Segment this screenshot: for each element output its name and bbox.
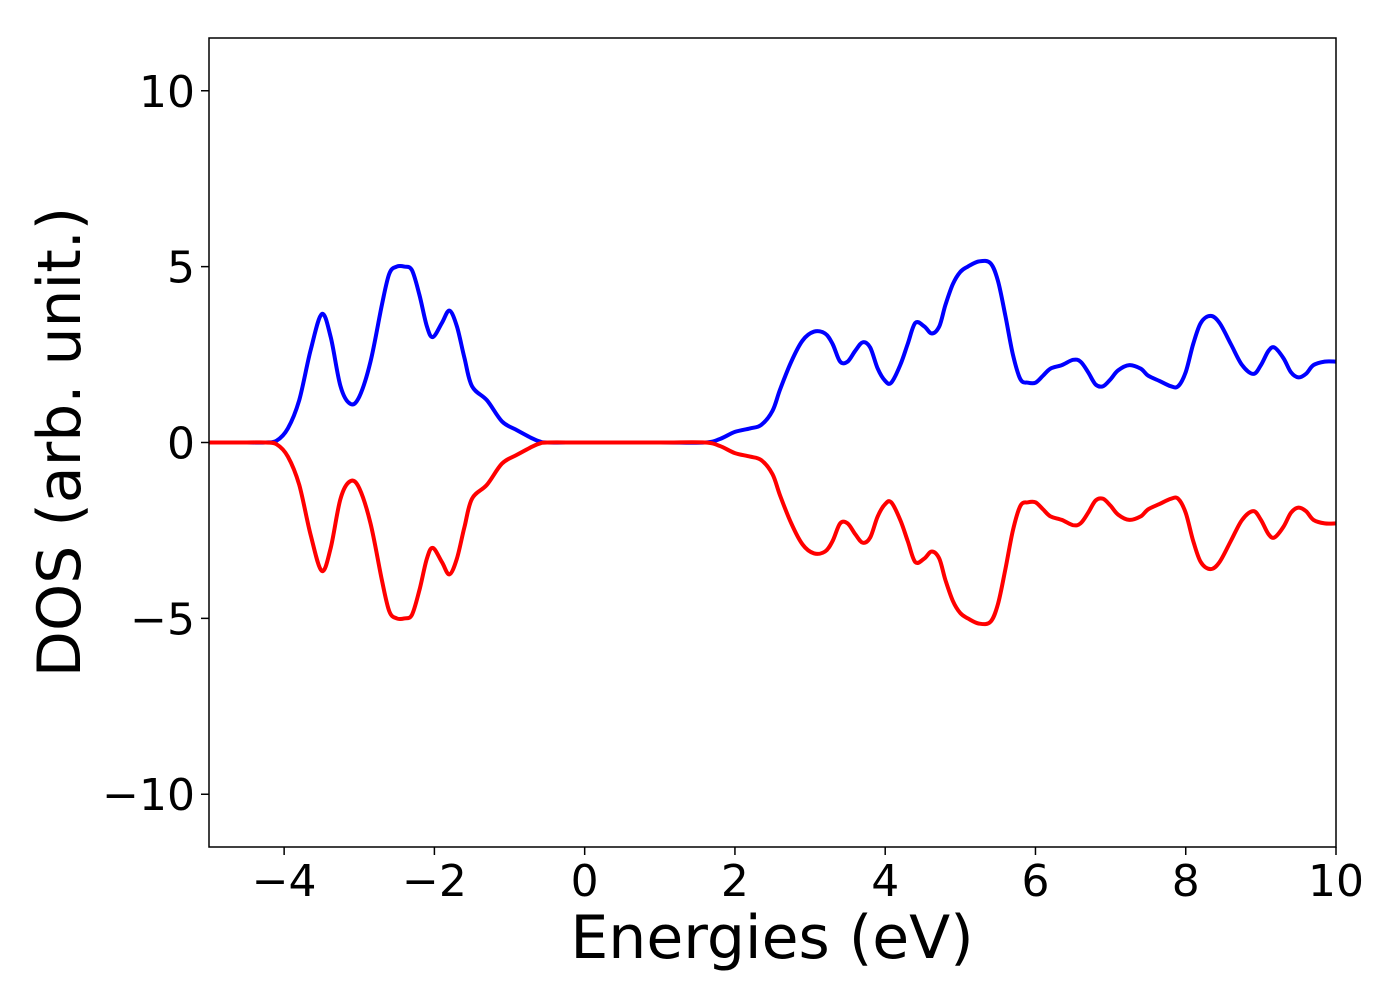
x-tick-label: 0 <box>571 856 599 907</box>
x-tick-label: −4 <box>252 856 317 907</box>
y-axis-title: DOS (arb. unit.) <box>25 207 95 677</box>
dos-series-line-down <box>209 440 1336 627</box>
plot-frame <box>208 37 1337 848</box>
y-tick-label: 10 <box>139 67 195 118</box>
x-tick-label: −2 <box>402 856 467 907</box>
y-tick-label: −10 <box>102 770 195 821</box>
x-tick-label: 8 <box>1172 856 1200 907</box>
series-layer <box>209 258 1336 627</box>
x-tick-label: 4 <box>871 856 899 907</box>
x-tick-label: 10 <box>1308 856 1364 907</box>
y-tick-label: 0 <box>167 419 195 470</box>
x-tick-label: 6 <box>1021 856 1049 907</box>
x-axis-ticks: −4 −2 0 2 4 6 8 10 <box>252 847 1364 907</box>
y-tick-label: −5 <box>130 594 195 645</box>
x-axis-title: Energies (eV) <box>570 903 973 973</box>
dos-series-line-up <box>209 258 1336 445</box>
y-tick-label: 5 <box>167 243 195 294</box>
y-axis-ticks: −10 −5 0 5 10 <box>102 67 209 821</box>
x-tick-label: 2 <box>721 856 749 907</box>
